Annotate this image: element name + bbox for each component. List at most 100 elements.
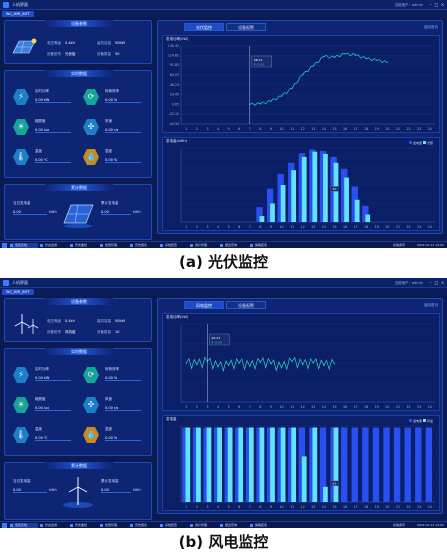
x-tick-label: 22 — [407, 225, 411, 229]
wind-turbine-icon — [14, 314, 39, 334]
title-bar: 人机界面 当前用户：admin – □ × — [0, 0, 447, 10]
x-tick-label: 20 — [385, 127, 389, 131]
minimize-icon[interactable]: – — [429, 2, 432, 7]
bar — [404, 427, 411, 502]
taskbar-item[interactable]: 状态监测 — [40, 243, 68, 248]
tab-device-alarm[interactable]: 设备报警 — [226, 301, 266, 309]
metric-temperature: 🌡 温度 0.00 ℃ — [13, 427, 79, 445]
data-point — [355, 54, 357, 56]
x-tick-label: 8 — [259, 505, 261, 509]
bar — [344, 177, 349, 222]
bar-label-box — [330, 186, 339, 192]
metric-irradiance: ☀ 辐照度 0.00 lux — [13, 397, 79, 415]
taskbar-item[interactable]: 策略配置 — [250, 523, 278, 528]
taskbar-item[interactable]: 报表查询 — [220, 523, 248, 528]
bar — [354, 199, 360, 222]
x-tick-label: 22 — [407, 505, 411, 509]
taskbar-item[interactable]: 告警管理 — [100, 243, 128, 248]
metric-wind-speed: ✣ 风速 0.00 r/s — [83, 119, 149, 137]
back-home-link[interactable]: 返回首页 — [424, 25, 438, 29]
taskbar-item[interactable]: 用户管理 — [190, 523, 218, 528]
taskbar-item[interactable]: 历史曲线 — [70, 523, 98, 528]
start-icon[interactable] — [2, 523, 7, 528]
x-tick-label: 19 — [375, 505, 379, 509]
x-tick-label: 21 — [396, 127, 400, 131]
maximize-icon[interactable]: □ — [434, 2, 439, 7]
irradiance-icon: ☀ — [13, 397, 29, 413]
bar — [245, 427, 253, 502]
x-tick-label: 11 — [290, 225, 294, 229]
taskbar-item[interactable]: 监控系统 — [10, 523, 38, 528]
x-tick-label: 6 — [238, 505, 240, 509]
taskbar-item[interactable]: 历史报表 — [130, 243, 158, 248]
legend-label: 风速 — [427, 418, 433, 423]
param-capacity: 装机容量 50kW — [97, 41, 125, 45]
y-tick-label: 69.03 — [170, 73, 179, 77]
document-tab[interactable]: WC_HMI_INTF — [2, 289, 34, 295]
tooltip-text: P: 0.00 — [254, 63, 265, 67]
minimize-icon[interactable]: – — [429, 280, 432, 285]
close-icon[interactable]: × — [440, 2, 445, 7]
taskbar-item[interactable]: 策略配置 — [250, 243, 278, 248]
tab-wind-monitor[interactable]: 风电监控 — [184, 301, 224, 309]
data-point — [323, 364, 325, 366]
maximize-icon[interactable]: □ — [434, 280, 439, 285]
chart-svg: 1 2 3 4 5 6 7 8 9 10 11 12 13 14 15 16 17 18 19 20 21 22 23 24发… — [180, 140, 435, 229]
x-tick-label: 21 — [396, 225, 400, 229]
x-tick-label: 4 — [217, 405, 219, 409]
taskbar-item[interactable]: 历史报表 — [130, 523, 158, 528]
bar — [248, 427, 254, 502]
chart-title: 发电功率(kW) — [166, 315, 189, 319]
data-point — [312, 65, 314, 67]
right-panel: 风电监控 设备报警 返回首页 发电功率(kW) 1 2 3 4 5 6 7 8 9 10 11 12 1… — [157, 298, 443, 514]
device-params-panel: 设备参数 电压等级 0.4kV 装机容量 50kW 设备型号 光伏板 设备数量 50 — [4, 20, 152, 64]
tooltip-box — [251, 55, 272, 68]
bar — [277, 427, 284, 502]
bar — [372, 427, 380, 502]
tab-pv-monitor[interactable]: 光伏监控 — [184, 23, 224, 31]
total-energy-unit: kWh — [133, 488, 141, 492]
x-tick-label: 22 — [407, 127, 411, 131]
power-icon: ⚡ — [13, 367, 29, 383]
start-icon[interactable] — [2, 243, 7, 248]
back-home-link[interactable]: 返回首页 — [424, 303, 438, 307]
bar — [259, 427, 265, 502]
taskbar-item[interactable]: 告警管理 — [100, 523, 128, 528]
power-icon: ⚡ — [13, 89, 29, 105]
taskbar-item[interactable]: 报表查询 — [220, 243, 248, 248]
bar — [280, 427, 286, 502]
tab-device-alarm[interactable]: 设备报警 — [226, 23, 266, 31]
x-tick-label: 16 — [343, 127, 347, 131]
x-tick-label: 14 — [322, 225, 326, 229]
bar — [301, 456, 307, 502]
panel-title: 实时数据 — [45, 348, 113, 355]
taskbar-item[interactable]: 系统配置 — [160, 243, 188, 248]
panel-title: 设备参数 — [45, 298, 113, 305]
data-point — [270, 363, 272, 365]
bar — [288, 427, 295, 502]
x-tick-label: 6 — [238, 127, 240, 131]
taskbar-item[interactable]: 系统配置 — [160, 523, 188, 528]
panel-title: 实时数据 — [45, 70, 113, 77]
temperature-icon: 🌡 — [13, 427, 29, 443]
x-tick-label: 1 — [185, 225, 187, 229]
taskbar-item[interactable]: 用户管理 — [190, 243, 218, 248]
y-tick-label: 46.24 — [170, 83, 179, 87]
bar — [312, 151, 318, 222]
x-tick-label: 9 — [270, 225, 272, 229]
param-count: 设备数量 50 — [97, 52, 120, 56]
taskbar-item[interactable]: 监控系统 — [10, 243, 38, 248]
document-tab[interactable]: WC_HMI_INTF — [2, 11, 34, 17]
x-tick-label: 2 — [196, 505, 198, 509]
x-tick-label: 15 — [332, 405, 336, 409]
data-point — [323, 55, 325, 58]
bar — [256, 207, 263, 222]
taskbar-item[interactable]: 历史曲线 — [70, 243, 98, 248]
close-icon[interactable]: × — [440, 280, 445, 285]
total-energy-label: 累计发电量 — [101, 201, 119, 205]
param-model: 设备型号 光伏板 — [47, 52, 76, 56]
taskbar-item[interactable]: 状态监测 — [40, 523, 68, 528]
x-tick-label: 7 — [249, 225, 251, 229]
data-point — [365, 58, 367, 60]
total-energy-value: 0.00 — [101, 487, 131, 493]
